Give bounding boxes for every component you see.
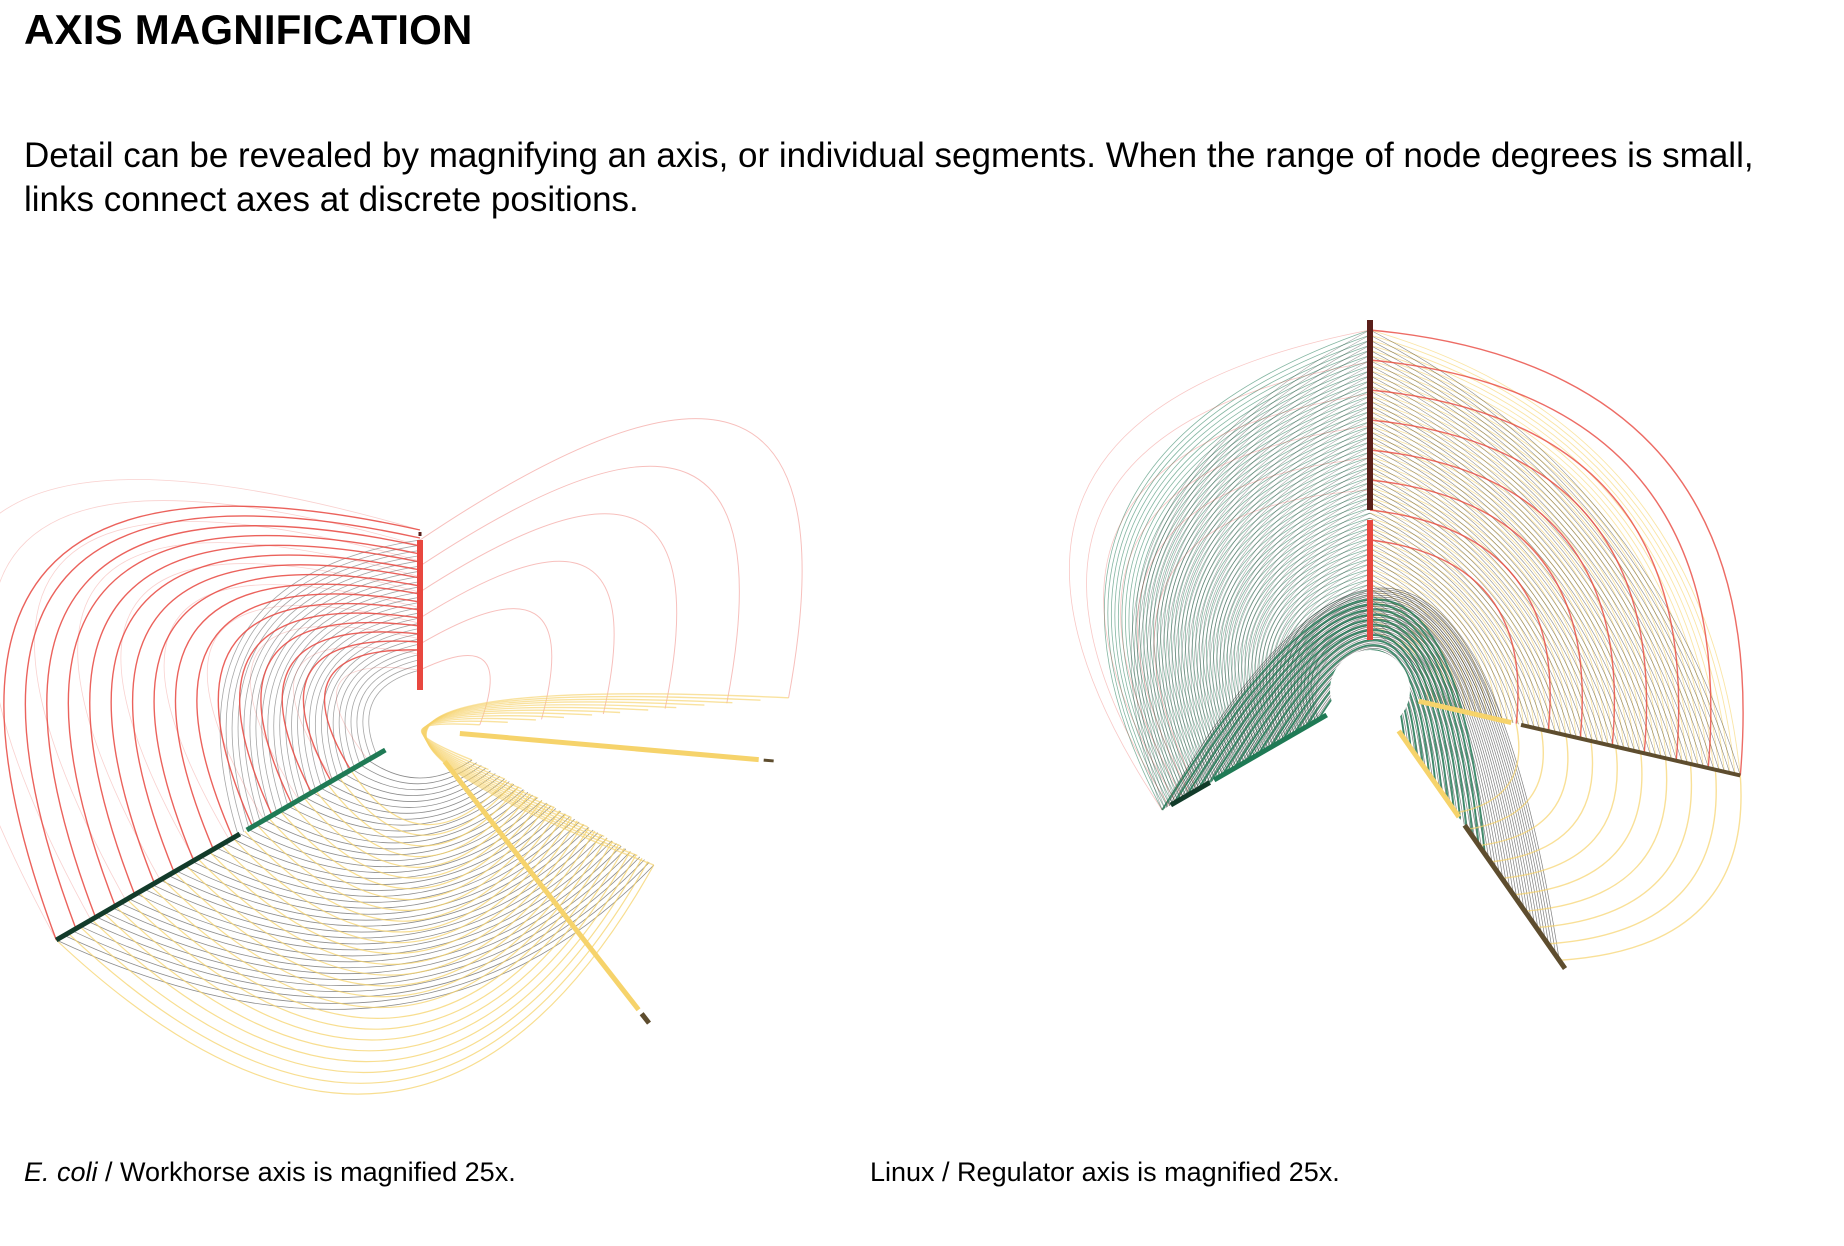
- links-red-faint: [1069, 329, 1371, 811]
- links-black-left: [1130, 329, 1371, 811]
- caption-ecoli-text: / Workhorse axis is magnified 25x.: [97, 1157, 516, 1187]
- axis-workhorse: [1212, 712, 1328, 783]
- caption-linux: Linux / Regulator axis is magnified 25x.: [870, 1157, 1340, 1188]
- links-red-right: [419, 418, 803, 725]
- axis-workhorse: [245, 747, 387, 833]
- links-yellow: [55, 769, 655, 1095]
- links-red-faint: [0, 479, 421, 941]
- caption-ecoli: E. coli / Workhorse axis is magnified 25…: [24, 1157, 516, 1188]
- links-yellow-right: [420, 693, 789, 866]
- page-title: AXIS MAGNIFICATION: [24, 6, 473, 53]
- page-description: Detail can be revealed by magnifying an …: [24, 136, 1754, 219]
- caption-linux-text: Linux / Regulator axis is magnified 25x.: [870, 1157, 1340, 1187]
- axis-workhorse-magnified: [55, 831, 242, 943]
- ecoli-hive-plot: [0, 418, 803, 1095]
- axis-workhorse-tick: [1169, 780, 1212, 808]
- axis-manager-lower-far: [1462, 823, 1568, 970]
- links-green: [1104, 329, 1371, 811]
- linux-hive-plot: [1069, 320, 1744, 970]
- axis-manager-right-far: [1520, 722, 1741, 778]
- axis-manager-lower: [1396, 729, 1461, 819]
- links-yellow-lower: [1455, 723, 1742, 961]
- axis-manager-right: [1418, 698, 1512, 726]
- axis-manager-lower: [442, 759, 641, 1012]
- axis-manager-right: [459, 730, 759, 763]
- center-hole: [1330, 650, 1410, 730]
- axis-manager-lower-tick: [639, 1012, 651, 1025]
- axis-manager-right-tick: [763, 758, 774, 763]
- caption-ecoli-italic: E. coli: [24, 1157, 98, 1187]
- links-red: [1369, 329, 1744, 776]
- links-red: [3, 505, 421, 941]
